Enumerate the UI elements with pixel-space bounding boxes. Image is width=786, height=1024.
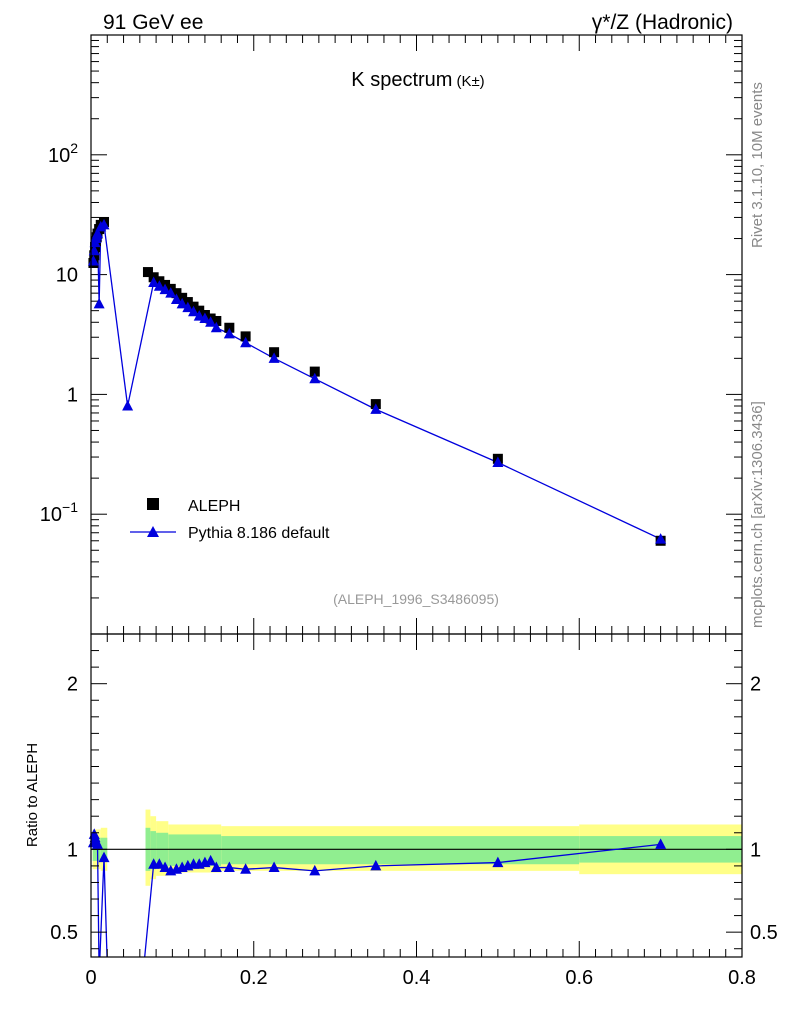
analysis-id-label: (ALEPH_1996_S3486095) bbox=[333, 591, 499, 607]
ratio-series bbox=[87, 828, 667, 976]
pythia-data-point bbox=[199, 312, 211, 324]
aleph-data-point bbox=[142, 267, 153, 278]
legend: ALEPH Pythia 8.186 default bbox=[130, 498, 330, 542]
x-tick-label: 0.4 bbox=[403, 967, 431, 989]
pythia-data-point bbox=[93, 297, 105, 309]
main-plot-frame bbox=[90, 34, 743, 635]
pythia-data-point bbox=[159, 283, 171, 295]
main-series bbox=[87, 216, 667, 546]
ratio-y-tick-label-left: 1 bbox=[67, 839, 78, 861]
aleph-data-point bbox=[269, 347, 280, 358]
x-tick-label: 0.2 bbox=[240, 967, 268, 989]
mcplots-label: mcplots.cern.ch [arXiv:1306.3436] bbox=[749, 401, 766, 628]
pythia-data-point bbox=[165, 287, 177, 298]
ratio-tick-labels: 0.5 0.5 1 1 2 2 0 0.2 0.4 0.6 0.8 bbox=[50, 674, 778, 989]
ratio-data-point bbox=[98, 851, 110, 863]
pythia-data-point bbox=[182, 301, 194, 313]
ratio-y-tick-label-right: 0.5 bbox=[750, 922, 778, 944]
pythia-data-point bbox=[170, 293, 182, 304]
ratio-y-axis-label: Ratio to ALEPH bbox=[24, 743, 41, 847]
pythia-data-point bbox=[240, 336, 252, 348]
pythia-data-point bbox=[92, 227, 104, 239]
y-tick-label-base: 10 bbox=[40, 504, 62, 526]
pythia-data-point bbox=[210, 321, 222, 333]
y-tick-label: 10−1 bbox=[40, 499, 78, 526]
ratio-uncertainty-bands bbox=[92, 809, 742, 886]
pythia-data-point bbox=[205, 316, 217, 327]
ratio-data-point bbox=[205, 854, 217, 866]
x-tick-label: 0.6 bbox=[565, 967, 593, 989]
main-panel: K spectrum (K±) (ALEPH_1996_S3486095) 10−… bbox=[40, 34, 743, 635]
y-tick-label-base: 10 bbox=[48, 145, 70, 167]
legend-aleph-label: ALEPH bbox=[188, 498, 240, 515]
aleph-data-point bbox=[171, 288, 182, 299]
y-tick-label: 102 bbox=[48, 140, 78, 167]
pythia-data-point bbox=[153, 280, 165, 291]
pythia-data-point bbox=[193, 310, 205, 321]
x-tick-label: 0.8 bbox=[728, 967, 756, 989]
aleph-data-point bbox=[177, 292, 188, 303]
header-left-title: 91 GeV ee bbox=[103, 11, 203, 34]
ratio-y-tick-label-left: 2 bbox=[67, 674, 78, 696]
pythia-data-point bbox=[122, 400, 134, 411]
pythia-data-point bbox=[492, 456, 504, 468]
ratio-data-point bbox=[223, 861, 235, 873]
ratio-data-point bbox=[492, 856, 504, 868]
ratio-data-point bbox=[240, 863, 252, 874]
main-axis-ticks bbox=[90, 35, 743, 635]
ratio-data-point bbox=[92, 838, 104, 849]
legend-pythia-label: Pythia 8.186 default bbox=[188, 525, 330, 542]
ratio-plot-frame bbox=[90, 633, 743, 958]
y-tick-label: 10 bbox=[56, 265, 78, 287]
y-tick-label: 1 bbox=[67, 384, 78, 406]
aleph-data-point bbox=[309, 366, 320, 377]
pythia-data-point bbox=[370, 403, 382, 414]
pythia-data-point bbox=[98, 218, 110, 230]
pythia-data-point bbox=[176, 297, 188, 309]
ratio-data-point bbox=[309, 864, 321, 876]
legend-pythia-marker bbox=[147, 526, 159, 537]
pythia-data-point bbox=[223, 327, 235, 339]
ratio-data-point bbox=[655, 838, 667, 849]
ratio-data-point bbox=[159, 861, 171, 873]
y-tick-label-base: 10 bbox=[56, 265, 78, 287]
rivet-version-label: Rivet 3.1.10, 10M events bbox=[749, 82, 766, 248]
ratio-data-point bbox=[153, 858, 165, 869]
ratio-axis-ticks bbox=[90, 634, 743, 957]
ratio-y-tick-label-left: 0.5 bbox=[50, 922, 78, 944]
ratio-data-point bbox=[268, 861, 280, 873]
pythia-data-point bbox=[268, 352, 280, 363]
ratio-panel: 0.5 0.5 1 1 2 2 0 0.2 0.4 0.6 0.8 Ratio to ALEPH bbox=[0, 633, 786, 1024]
header-right-title: γ*/Z (Hadronic) bbox=[592, 11, 733, 34]
aleph-data-point bbox=[224, 322, 235, 333]
main-chart-title: K spectrum (K±) bbox=[351, 69, 484, 91]
ratio-mask bbox=[0, 957, 786, 1024]
pythia-data-point bbox=[188, 305, 200, 317]
main-chart-title-suffix: (K±) bbox=[456, 73, 484, 90]
x-tick-label: 0 bbox=[85, 967, 96, 989]
ratio-data-point bbox=[370, 859, 382, 871]
y-tick-label-exponent: −1 bbox=[62, 499, 78, 515]
y-tick-label-base: 1 bbox=[67, 384, 78, 406]
aleph-data-point bbox=[240, 331, 251, 342]
pythia-data-point bbox=[148, 276, 160, 287]
pythia-line bbox=[92, 223, 661, 540]
pythia-data-point bbox=[655, 533, 667, 544]
pythia-data-point bbox=[309, 372, 321, 384]
ratio-data-point bbox=[210, 861, 222, 873]
ratio-y-tick-label-right: 1 bbox=[750, 839, 761, 861]
ratio-y-tick-label-right: 2 bbox=[750, 674, 761, 696]
inner-uncertainty-band bbox=[150, 831, 157, 870]
legend-aleph-marker bbox=[147, 498, 159, 510]
y-tick-label-exponent: 2 bbox=[70, 140, 78, 156]
main-chart-title-main: K spectrum bbox=[351, 69, 452, 91]
aleph-data-point bbox=[211, 315, 222, 326]
